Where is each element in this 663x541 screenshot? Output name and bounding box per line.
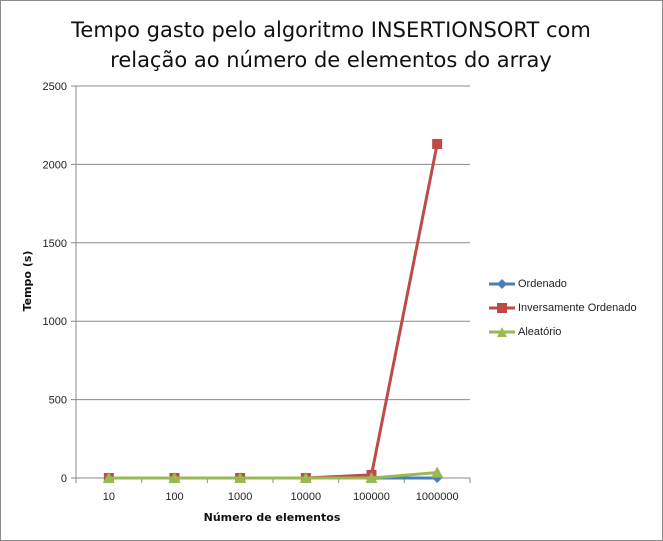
x-tick-label: 1000000 [416, 491, 459, 503]
data-point-aleatorio [102, 472, 115, 483]
data-point-aleatorio [365, 472, 378, 483]
legend-marker-ordenado [489, 279, 515, 289]
legend-marker-inversamente-ordenado [489, 303, 515, 313]
series-inversamente-ordenado [103, 139, 443, 483]
gridlines [76, 85, 470, 401]
chart-title-line-2: relação ao número de elementos do array [110, 48, 552, 72]
y-tick-label: 1500 [43, 238, 67, 250]
legend-item-inversamente-ordenado: Inversamente Ordenado [488, 296, 658, 320]
legend-label-inversamente-ordenado: Inversamente Ordenado [518, 302, 637, 314]
x-tick-label: 1000 [228, 491, 252, 503]
tick-labels: 0 500 1000 1500 2000 2500 10 100 1000 10000 100000… [43, 81, 459, 503]
x-tick-label: 100000 [353, 491, 390, 503]
data-point-inversamente-ordenado [432, 139, 443, 150]
legend-label-ordenado: Ordenado [518, 278, 567, 290]
series-line-inversamente-ordenado [108, 143, 439, 480]
chart-title: Tempo gasto pelo algoritmo INSERTIONSORT… [11, 15, 651, 75]
legend: Ordenado Inversamente Ordenado Aleatório [488, 272, 658, 344]
y-tick-label: 0 [61, 473, 67, 485]
data-point-aleatorio [234, 472, 247, 483]
data-point-aleatorio [299, 472, 312, 483]
y-tick-label: 1000 [43, 316, 67, 328]
series-line-aleatorio [108, 471, 438, 480]
legend-marker-aleatorio [489, 327, 515, 337]
x-tick-label: 10000 [291, 491, 322, 503]
y-tick-label: 500 [49, 395, 67, 407]
chart-title-line-1: Tempo gasto pelo algoritmo INSERTIONSORT… [71, 18, 591, 42]
x-tick-label: 10 [103, 491, 115, 503]
y-axis-title: Tempo (s) [21, 251, 34, 312]
legend-label-aleatorio: Aleatório [518, 326, 562, 338]
legend-item-ordenado: Ordenado [488, 272, 658, 296]
data-point-aleatorio [431, 466, 444, 478]
legend-item-aleatorio: Aleatório [488, 320, 658, 344]
series-aleatorio [102, 466, 444, 483]
y-tick-label: 2500 [43, 81, 67, 93]
y-tick-label: 2000 [43, 159, 67, 171]
series-layer [102, 139, 444, 483]
x-tick-label: 100 [165, 491, 183, 503]
x-axis-title: Número de elementos [204, 511, 341, 524]
data-point-aleatorio [168, 472, 181, 483]
